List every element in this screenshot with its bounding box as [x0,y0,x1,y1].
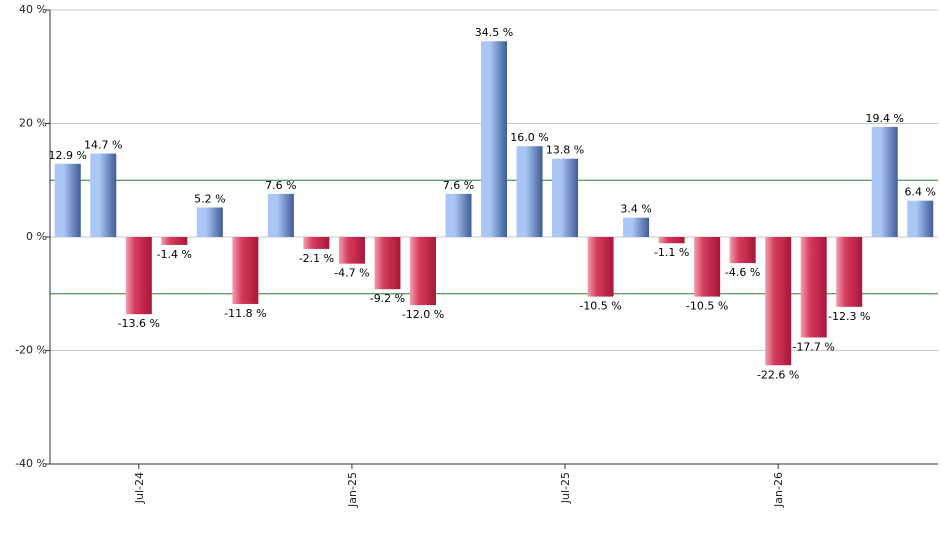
bar [587,237,614,297]
y-tick-label: 40 % [19,3,47,16]
bar [800,237,827,338]
bar [729,237,756,264]
data-label: -13.6 % [118,317,160,330]
data-label: -17.7 % [792,340,834,353]
data-labels: 12.9 %14.7 % -13.6 % -1.4 % 5.2 % -11.8 % 7.6… [49,26,936,381]
data-label: -11.8 % [224,307,266,320]
bar [409,237,436,306]
data-label: 13.8 % [546,144,584,157]
data-label: 12.9 % [49,149,87,162]
bar [658,237,685,244]
bar [54,163,81,237]
data-label: 34.5 % [475,26,513,39]
bar [694,237,721,297]
x-tick-labels: Jul-24 Jan-25 Jul-25 Jan-26 [133,472,785,508]
bar [765,237,792,366]
data-label: 7.6 % [265,179,296,192]
data-label: 5.2 % [194,192,225,205]
x-tick-label: Jan-25 [346,472,359,508]
axes [49,10,938,469]
data-label: -4.6 % [725,266,760,279]
x-tick-label: Jul-25 [559,472,572,504]
bar [161,237,188,245]
data-label: 16.0 % [510,131,548,144]
bar [267,193,294,237]
y-tick-label: 20 % [19,117,47,130]
y-tick-label: -20 % [15,344,47,357]
x-tick-label: Jan-26 [772,472,785,508]
data-label: -9.2 % [370,292,405,305]
data-label: -12.0 % [402,308,444,321]
bar [836,237,863,307]
data-label: -10.5 % [686,300,728,313]
x-tick-label: Jul-24 [133,472,146,504]
data-label: -1.1 % [654,246,689,259]
data-label: -22.6 % [757,368,799,381]
data-label: 14.7 % [84,139,122,152]
bar [445,193,472,237]
bar [623,217,650,237]
bar [481,41,507,238]
bar [374,237,401,290]
bar [196,207,223,237]
y-tick-label: -40 % [15,457,47,470]
data-label: 6.4 % [905,186,936,199]
data-label: -10.5 % [579,300,621,313]
data-label: -12.3 % [828,310,870,323]
y-tick-label: 0 % [26,230,47,243]
data-label: -2.1 % [299,252,334,265]
bar [303,237,330,249]
bar [90,153,117,237]
data-label: 19.4 % [865,112,903,125]
bar [907,200,934,237]
data-label: 7.6 % [443,179,474,192]
bar [232,237,259,304]
bars [54,41,934,366]
bar [125,237,152,315]
data-label: -1.4 % [157,248,192,261]
data-label: -4.7 % [334,267,369,280]
bar [552,158,579,237]
bar [516,146,543,237]
y-tick-labels: 40 % 20 % 0 % -20 % -40 % [15,3,47,470]
bar [338,237,365,264]
bar [871,126,898,237]
data-label: 3.4 % [620,203,651,216]
